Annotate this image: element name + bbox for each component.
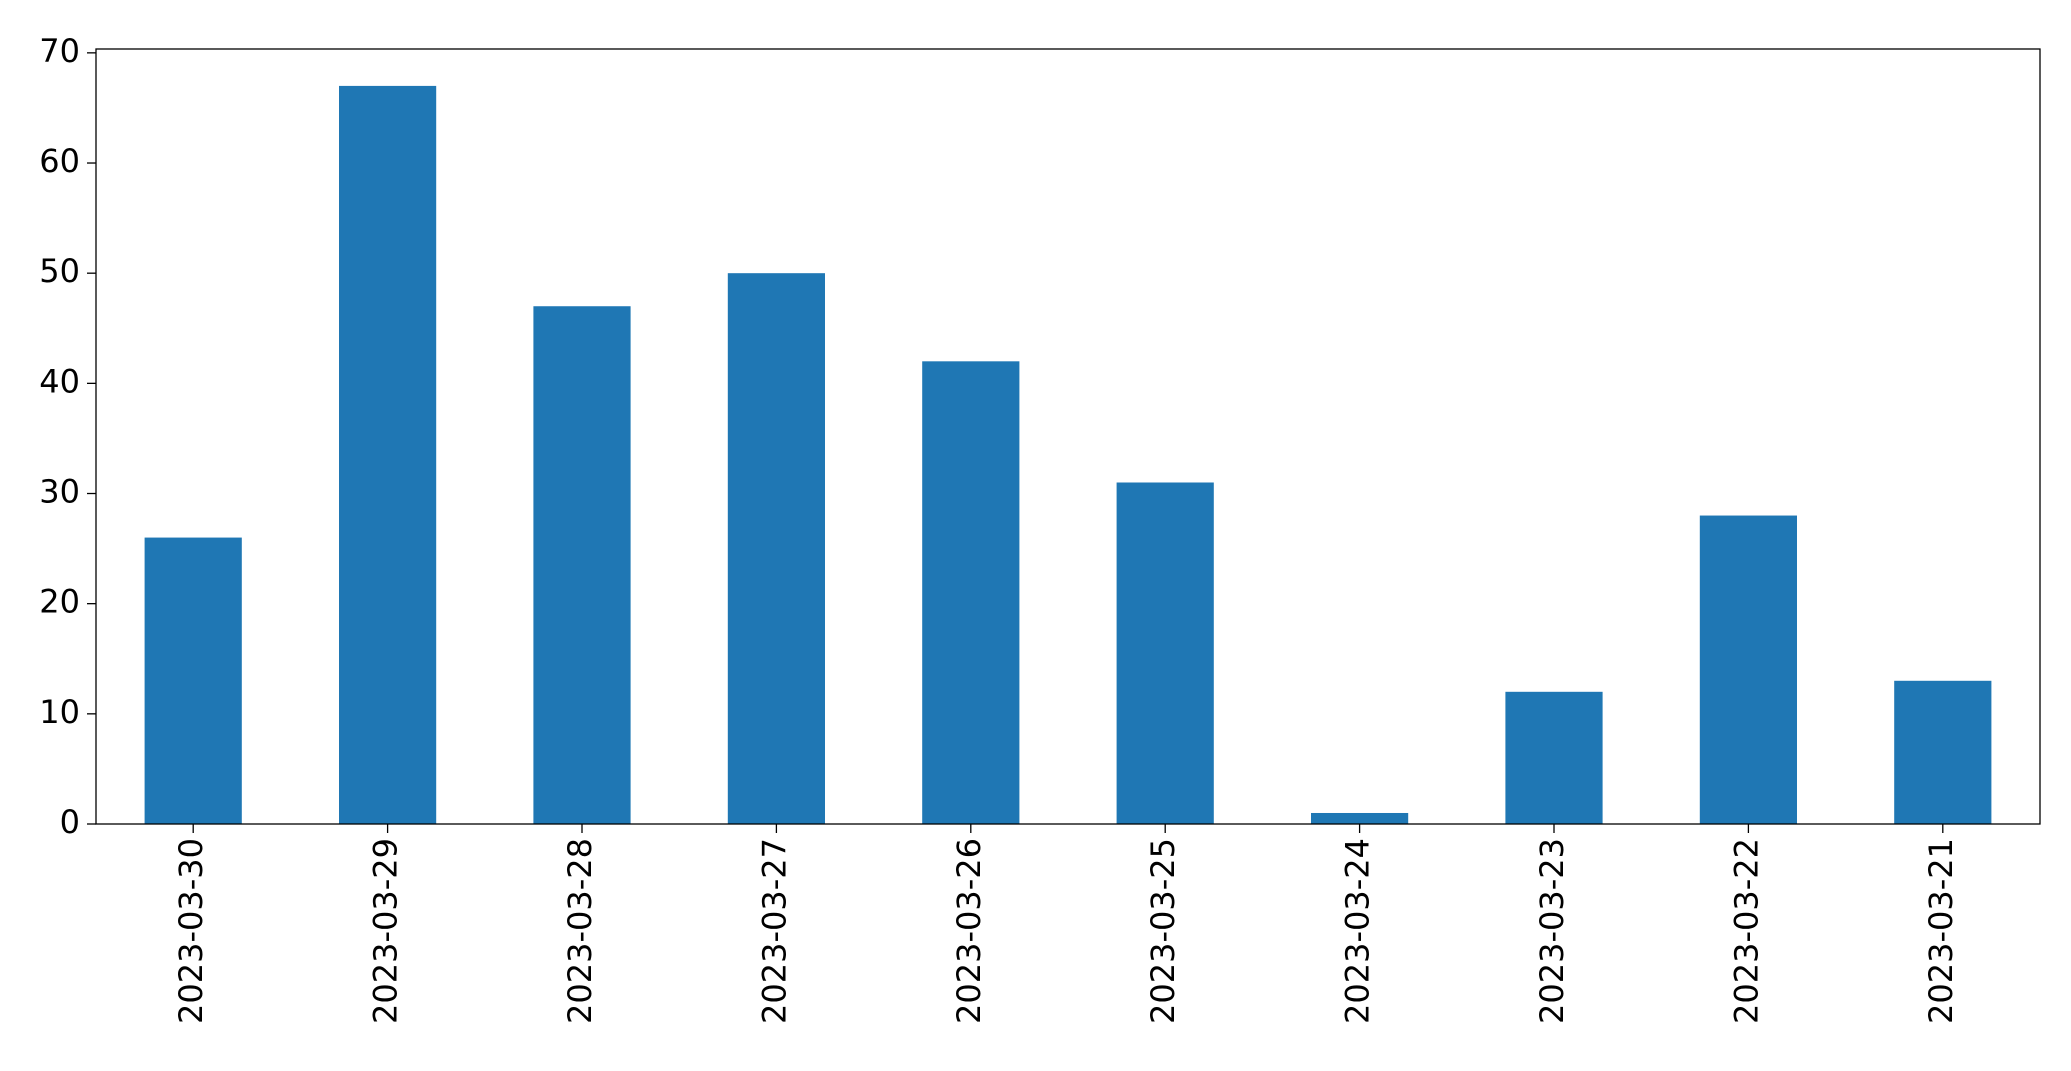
y-tick-label: 20	[39, 583, 80, 621]
y-tick-label: 10	[39, 693, 80, 731]
x-tick-label: 2023-03-29	[367, 838, 405, 1024]
bar	[1894, 680, 1992, 824]
x-tick-label: 2023-03-22	[1727, 838, 1765, 1024]
bar	[1116, 482, 1214, 824]
x-tick-label: 2023-03-30	[172, 838, 210, 1024]
x-tick-label: 2023-03-26	[950, 838, 988, 1024]
y-tick-label: 70	[39, 32, 80, 70]
x-tick-label: 2023-03-25	[1144, 838, 1182, 1024]
y-tick-label: 0	[60, 803, 80, 841]
bar	[144, 537, 242, 824]
x-tick-label: 2023-03-23	[1533, 838, 1571, 1024]
bar	[1311, 812, 1409, 824]
bar	[922, 361, 1020, 824]
y-tick-label: 60	[39, 142, 80, 180]
x-tick-label: 2023-03-21	[1922, 838, 1960, 1024]
bar	[339, 85, 437, 824]
y-tick-label: 30	[39, 473, 80, 511]
bar	[727, 273, 825, 825]
bar	[1699, 515, 1797, 824]
y-tick-label: 50	[39, 252, 80, 290]
x-tick-label: 2023-03-24	[1339, 838, 1377, 1024]
bar	[1505, 691, 1603, 824]
bar	[533, 306, 631, 824]
y-tick-label: 40	[39, 362, 80, 400]
x-tick-label: 2023-03-28	[561, 838, 599, 1024]
plot-frame	[95, 48, 2041, 825]
x-tick-label: 2023-03-27	[755, 838, 793, 1024]
